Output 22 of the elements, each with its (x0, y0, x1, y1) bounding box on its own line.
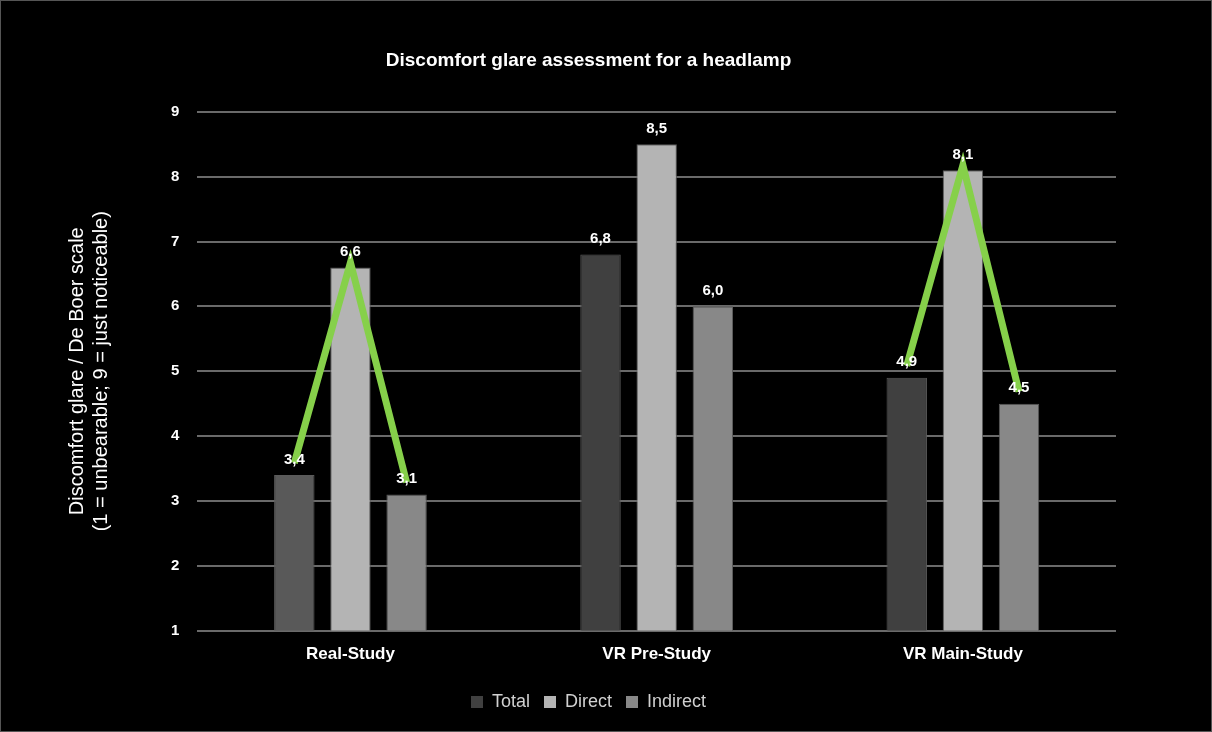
y-tick-label: 6 (171, 296, 180, 314)
legend-label: Indirect (647, 690, 707, 711)
x-tick-label: Real-Study (306, 644, 396, 664)
data-label: 6,8 (590, 229, 611, 247)
data-label: 6,6 (340, 242, 361, 260)
y-axis-title: Discomfort glare / De Boer scale (1 = unbearable; 9 = just noticeable) (64, 211, 111, 532)
y-tick-label: 1 (171, 620, 180, 638)
y-tick-label: 5 (171, 361, 180, 379)
y-tick-label: 9 (171, 101, 180, 119)
y-tick-label: 2 (171, 555, 180, 573)
x-tick-label: VR Pre-Study (602, 644, 712, 664)
y-tick-label: 8 (171, 166, 180, 184)
y-tick-label: 3 (171, 491, 180, 509)
data-label: 6,0 (702, 280, 724, 298)
chart-title: Discomfort glare assessment for a headlamp (385, 48, 792, 70)
y-tick-label: 4 (171, 426, 180, 444)
x-tick-label: VR Main-Study (902, 644, 1024, 664)
data-label: 8,1 (952, 144, 974, 162)
y-tick-label: 7 (171, 231, 180, 249)
legend-label: Direct (565, 690, 613, 711)
data-label: 8,5 (646, 118, 668, 136)
legend-label: Total (491, 690, 530, 711)
